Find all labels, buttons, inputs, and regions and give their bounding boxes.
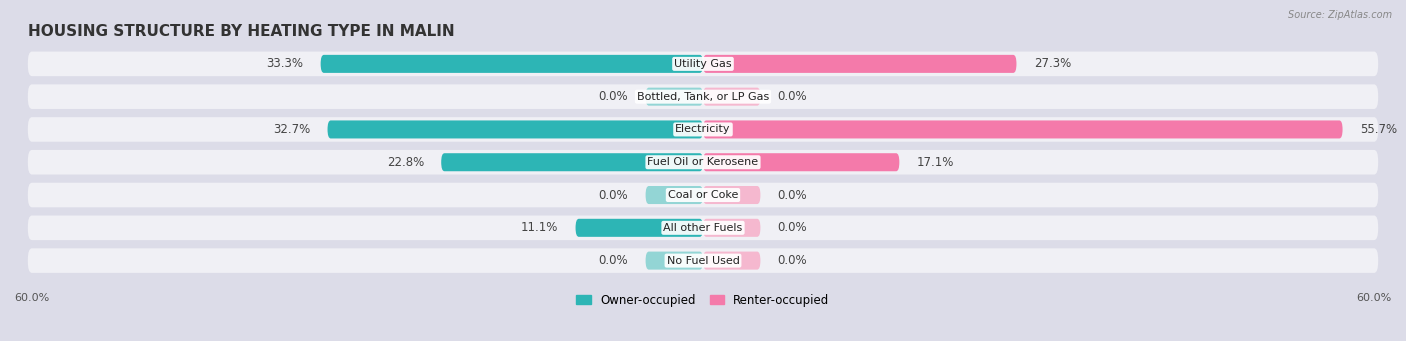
Text: HOUSING STRUCTURE BY HEATING TYPE IN MALIN: HOUSING STRUCTURE BY HEATING TYPE IN MAL…: [28, 24, 454, 39]
Text: 0.0%: 0.0%: [778, 254, 807, 267]
FancyBboxPatch shape: [703, 252, 761, 270]
Text: 17.1%: 17.1%: [917, 156, 953, 169]
Text: 32.7%: 32.7%: [273, 123, 311, 136]
Text: 11.1%: 11.1%: [522, 221, 558, 234]
Text: Source: ZipAtlas.com: Source: ZipAtlas.com: [1288, 10, 1392, 20]
FancyBboxPatch shape: [703, 88, 761, 106]
Text: Utility Gas: Utility Gas: [675, 59, 731, 69]
Text: 0.0%: 0.0%: [778, 221, 807, 234]
FancyBboxPatch shape: [328, 120, 703, 138]
Legend: Owner-occupied, Renter-occupied: Owner-occupied, Renter-occupied: [572, 289, 834, 311]
FancyBboxPatch shape: [703, 55, 1017, 73]
FancyBboxPatch shape: [703, 120, 1343, 138]
FancyBboxPatch shape: [28, 84, 1378, 109]
FancyBboxPatch shape: [28, 248, 1378, 273]
Text: Bottled, Tank, or LP Gas: Bottled, Tank, or LP Gas: [637, 92, 769, 102]
FancyBboxPatch shape: [28, 183, 1378, 207]
FancyBboxPatch shape: [28, 117, 1378, 142]
Text: Fuel Oil or Kerosene: Fuel Oil or Kerosene: [647, 157, 759, 167]
Text: 0.0%: 0.0%: [599, 254, 628, 267]
FancyBboxPatch shape: [28, 216, 1378, 240]
FancyBboxPatch shape: [28, 51, 1378, 76]
Text: 60.0%: 60.0%: [14, 293, 49, 303]
FancyBboxPatch shape: [441, 153, 703, 171]
Text: 55.7%: 55.7%: [1360, 123, 1398, 136]
FancyBboxPatch shape: [703, 186, 761, 204]
Text: 60.0%: 60.0%: [1357, 293, 1392, 303]
FancyBboxPatch shape: [703, 219, 761, 237]
Text: 22.8%: 22.8%: [387, 156, 425, 169]
FancyBboxPatch shape: [645, 186, 703, 204]
Text: Electricity: Electricity: [675, 124, 731, 134]
Text: 0.0%: 0.0%: [599, 189, 628, 202]
FancyBboxPatch shape: [575, 219, 703, 237]
Text: 27.3%: 27.3%: [1033, 57, 1071, 70]
Text: All other Fuels: All other Fuels: [664, 223, 742, 233]
FancyBboxPatch shape: [28, 150, 1378, 175]
Text: No Fuel Used: No Fuel Used: [666, 256, 740, 266]
Text: 0.0%: 0.0%: [778, 90, 807, 103]
Text: 33.3%: 33.3%: [266, 57, 304, 70]
Text: 0.0%: 0.0%: [778, 189, 807, 202]
FancyBboxPatch shape: [703, 153, 900, 171]
Text: 0.0%: 0.0%: [599, 90, 628, 103]
FancyBboxPatch shape: [645, 88, 703, 106]
FancyBboxPatch shape: [321, 55, 703, 73]
FancyBboxPatch shape: [645, 252, 703, 270]
Text: Coal or Coke: Coal or Coke: [668, 190, 738, 200]
